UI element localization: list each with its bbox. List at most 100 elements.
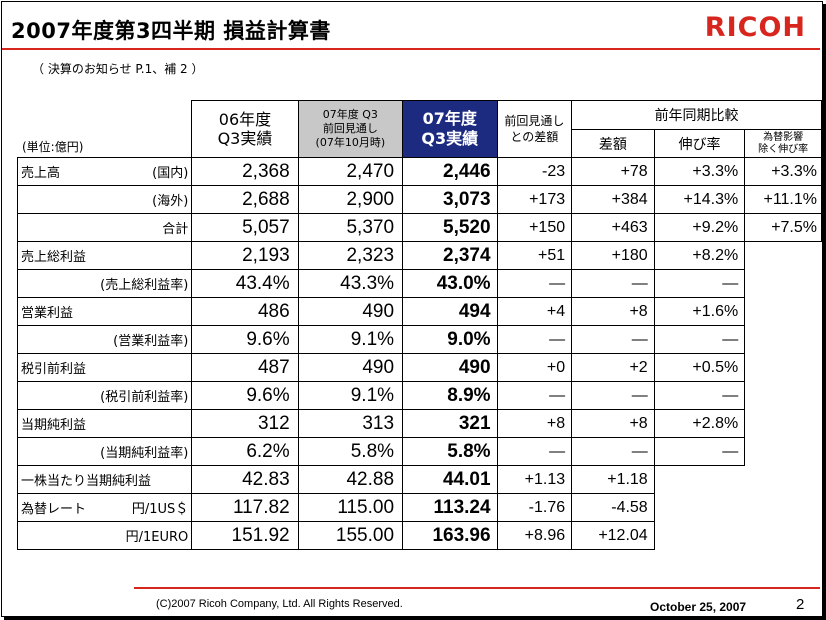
row-label: 合計 xyxy=(16,213,193,242)
row-label: (当期純利益率) xyxy=(16,437,193,466)
cell-fy07: 113.24 xyxy=(402,493,498,522)
header-yoy-group: 前年同期比較 xyxy=(571,100,822,130)
cell-fx xyxy=(745,298,822,326)
cell-fy07: 44.01 xyxy=(402,465,498,494)
row-label: 円/1EURO xyxy=(16,521,193,550)
cell-fx xyxy=(745,438,822,466)
cell-growth: +1.6% xyxy=(653,297,746,326)
cell-growth xyxy=(654,522,745,550)
row-label: 一株当たり当期純利益 xyxy=(16,465,193,494)
row-label: 為替レート 円/1US＄ xyxy=(16,493,193,522)
cell-fy06: 9.6% xyxy=(191,381,299,410)
cell-amount: +2 xyxy=(571,353,655,382)
cell-plan: 2,323 xyxy=(297,241,404,270)
table-row: (営業利益率) 9.6% 9.1% 9.0% — — — xyxy=(16,325,822,354)
cell-fy06: 312 xyxy=(191,409,299,438)
unit-label: (単位:億円) xyxy=(22,140,84,154)
header-red-rule xyxy=(2,48,820,50)
table-row: 円/1EURO 151.92 155.00 163.96 +8.96 +12.04 xyxy=(16,521,822,550)
cell-growth: +2.8% xyxy=(653,409,746,438)
cell-fy06: 117.82 xyxy=(191,493,299,522)
cell-plan: 9.1% xyxy=(297,381,404,410)
cell-diff: — xyxy=(496,269,573,298)
table-row: 営業利益 486 490 494 +4 +8 +1.6% xyxy=(16,297,822,326)
ricoh-logo: RICOH xyxy=(704,12,806,43)
cell-fy06: 151.92 xyxy=(191,521,299,550)
row-label: (税引前利益率) xyxy=(16,381,193,410)
cell-growth xyxy=(654,466,745,494)
cell-fx: +3.3% xyxy=(744,157,822,186)
header-amount: 差額 xyxy=(571,129,655,158)
cell-diff: +1.13 xyxy=(496,465,573,494)
cell-plan: 490 xyxy=(297,353,404,382)
cell-fy07: 8.9% xyxy=(402,381,498,410)
cell-fy07: 5,520 xyxy=(402,213,498,242)
row-label: (営業利益率) xyxy=(16,325,193,354)
cell-plan: 5.8% xyxy=(297,437,404,466)
row-label: 営業利益 xyxy=(16,297,193,326)
cell-growth: — xyxy=(653,325,746,354)
cell-fx: +11.1% xyxy=(744,185,822,214)
table-row: (海外) 2,688 2,900 3,073 +173 +384 +14.3% +11.1% xyxy=(16,185,822,214)
cell-fy06: 42.83 xyxy=(191,465,299,494)
cell-diff: +51 xyxy=(496,241,573,270)
footer-red-rule xyxy=(134,587,820,589)
row-label: 当期純利益 xyxy=(16,409,193,438)
cell-fy06: 9.6% xyxy=(191,325,299,354)
table-row: (税引前利益率) 9.6% 9.1% 8.9% — — — xyxy=(16,381,822,410)
cell-growth: — xyxy=(653,437,746,466)
row-label: (売上総利益率) xyxy=(16,269,193,298)
cell-fy07: 43.0% xyxy=(402,269,498,298)
table-row: (当期純利益率) 6.2% 5.8% 5.8% — — — xyxy=(16,437,822,466)
cell-growth: +14.3% xyxy=(653,185,746,214)
cell-fx xyxy=(745,522,822,550)
cell-growth: — xyxy=(653,381,746,410)
income-statement-table: 06年度 Q3実績 07年度 Q3 前回見通し (07年10月時) 07年度 Q3実績 … xyxy=(16,100,822,550)
cell-diff: +8.96 xyxy=(496,521,573,550)
cell-diff: +8 xyxy=(496,409,573,438)
cell-plan: 9.1% xyxy=(297,325,404,354)
table-row: (売上総利益率) 43.4% 43.3% 43.0% — — — xyxy=(16,269,822,298)
cell-diff: -1.76 xyxy=(496,493,573,522)
copyright: (C)2007 Ricoh Company, Ltd. All Rights R… xyxy=(156,598,403,610)
cell-plan: 5,370 xyxy=(297,213,404,242)
cell-fy06: 6.2% xyxy=(191,437,299,466)
page-title: 2007年度第3四半期 損益計算書 xyxy=(11,19,331,43)
cell-fy06: 487 xyxy=(191,353,299,382)
cell-fx: +7.5% xyxy=(744,213,822,242)
cell-growth: +3.3% xyxy=(653,157,746,186)
cell-growth: +0.5% xyxy=(653,353,746,382)
table-row: 一株当たり当期純利益 42.83 42.88 44.01 +1.13 +1.18 xyxy=(16,465,822,494)
cell-fy07: 490 xyxy=(402,353,498,382)
table-row: 合計 5,057 5,370 5,520 +150 +463 +9.2% +7.5% xyxy=(16,213,822,242)
cell-plan: 2,470 xyxy=(297,157,404,186)
cell-amount: +463 xyxy=(571,213,655,242)
cell-growth: +8.2% xyxy=(653,241,746,270)
page-number: 2 xyxy=(796,596,805,613)
cell-amount: — xyxy=(571,325,655,354)
header-diff: 前回見通し との差額 xyxy=(496,100,573,158)
cell-fy07: 9.0% xyxy=(402,325,498,354)
header-growth: 伸び率 xyxy=(653,129,746,158)
footer-date: October 25, 2007 xyxy=(650,600,747,614)
cell-fy07: 5.8% xyxy=(402,437,498,466)
cell-amount: +384 xyxy=(571,185,655,214)
cell-amount: +12.04 xyxy=(571,521,655,550)
cell-diff: +4 xyxy=(496,297,573,326)
cell-amount: — xyxy=(571,269,655,298)
cell-amount: -4.58 xyxy=(571,493,655,522)
table-row: 当期純利益 312 313 321 +8 +8 +2.8% xyxy=(16,409,822,438)
row-label: 売上総利益 xyxy=(16,241,193,270)
header-fx: 為替影響 除く伸び率 xyxy=(744,129,822,158)
cell-growth: — xyxy=(653,269,746,298)
cell-fx xyxy=(745,382,822,410)
cell-fy07: 3,073 xyxy=(402,185,498,214)
cell-fy07: 2,446 xyxy=(402,157,498,186)
cell-plan: 2,900 xyxy=(297,185,404,214)
cell-fy06: 2,688 xyxy=(191,185,299,214)
cell-diff: -23 xyxy=(496,157,573,186)
cell-diff: +173 xyxy=(496,185,573,214)
cell-amount: +180 xyxy=(571,241,655,270)
cell-fy06: 486 xyxy=(191,297,299,326)
row-label: 売上高 (国内) xyxy=(16,157,193,186)
